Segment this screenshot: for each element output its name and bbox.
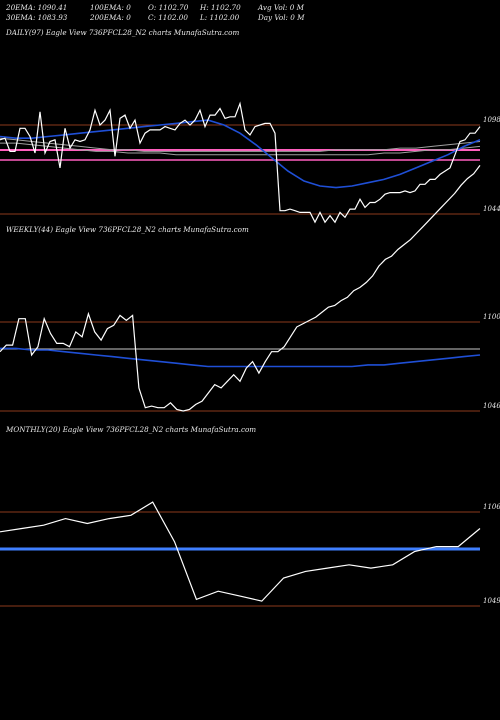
monthly-chart-title: MONTHLY(20) Eagle View 736PFCL28_N2 char… <box>6 425 257 434</box>
weekly-price-line <box>0 165 481 412</box>
ema30-readout: 30EMA: 1083.93 <box>6 13 68 22</box>
daily-ema-blue-line <box>0 119 481 189</box>
daily-chart-title: DAILY(97) Eagle View 736PFCL28_N2 charts… <box>6 28 240 37</box>
daily-panel: 1098 1044 <box>0 101 500 224</box>
weekly-ema-blue-line <box>0 347 481 368</box>
weekly-panel: 1100 1046 <box>0 165 500 412</box>
daily-ema-grey-2-line <box>0 137 481 152</box>
ema200-readout: 200EMA: 0 <box>90 13 131 22</box>
weekly-level-label-high: 1100 <box>483 313 500 321</box>
high-readout: H: 1102.70 <box>200 3 241 12</box>
monthly-level-label-high: 1106 <box>483 503 500 511</box>
monthly-level-label-low: 1049 <box>483 597 500 605</box>
monthly-price-line <box>0 501 481 602</box>
weekly-level-label-low: 1046 <box>483 402 500 410</box>
monthly-panel: 1106 1049 <box>0 501 500 607</box>
open-readout: O: 1102.70 <box>148 3 189 12</box>
ema100-readout: 100EMA: 0 <box>90 3 131 12</box>
daily-level-label-high: 1098 <box>483 116 500 124</box>
ema20-readout: 20EMA: 1090.41 <box>6 3 68 12</box>
daily-ema-grey-1-line <box>0 142 481 156</box>
close-readout: C: 1102.00 <box>148 13 188 22</box>
avg-vol-readout: Avg Vol: 0 M <box>258 3 304 12</box>
weekly-chart-title: WEEKLY(44) Eagle View 736PFCL28_N2 chart… <box>6 225 249 234</box>
daily-price-line <box>0 101 481 224</box>
day-vol-readout: Day Vol: 0 M <box>258 13 305 22</box>
low-readout: L: 1102.00 <box>200 13 240 22</box>
daily-level-label-low: 1044 <box>483 205 500 213</box>
